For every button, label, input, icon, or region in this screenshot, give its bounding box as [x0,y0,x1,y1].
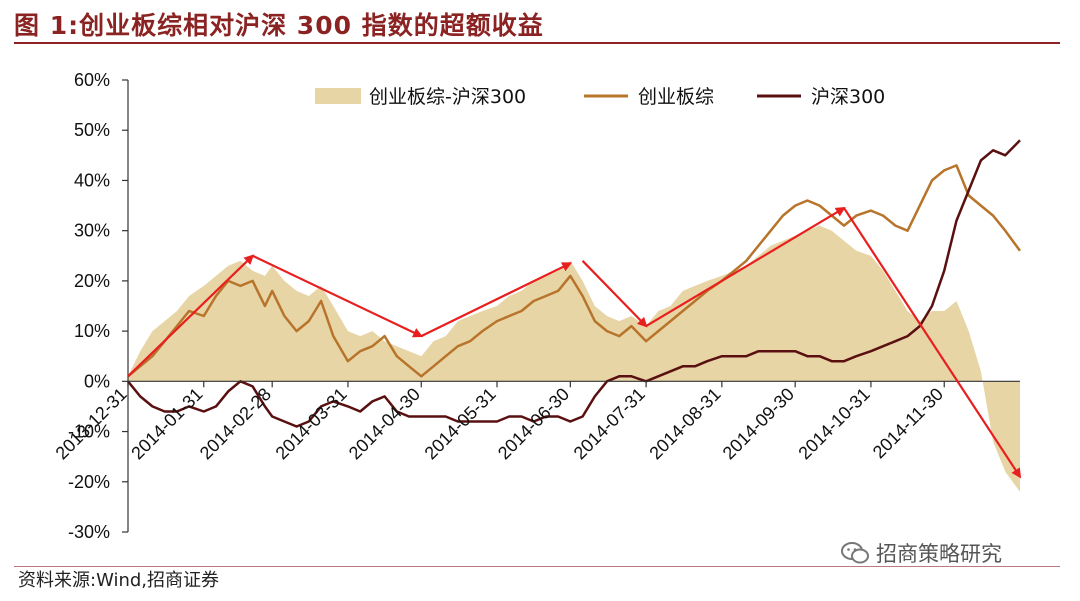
x-axis-ticks: 2013-12-312014-01-312014-02-282014-03-31… [52,381,947,463]
legend-label-2: 沪深300 [811,86,885,108]
legend-label-1: 创业板综 [638,86,714,108]
trend-arrow-5 [843,207,1022,479]
y-tick-label: 50% [74,120,110,140]
x-tick-label: 2014-11-30 [869,384,947,462]
line-series-layer [127,139,1022,428]
legend-swatch-area [315,88,361,104]
y-tick-label: 40% [74,170,110,190]
x-tick-label: 2014-07-31 [570,384,649,463]
trend-arrow-2 [420,262,573,338]
source-rule [14,566,1060,567]
legend: 创业板综-沪深300 创业板综 沪深300 [315,86,885,108]
wechat-icon [841,542,869,564]
x-tick-label: 2014-09-30 [719,384,798,463]
y-tick-label: -30% [68,522,110,542]
series-line-2 [127,139,1021,428]
series-line-1 [127,164,1022,378]
trend-arrow-4 [645,207,846,328]
source-note: 资料来源:Wind,招商证券 [18,570,220,591]
x-tick-label: 2014-10-31 [795,384,874,463]
y-axis: 60% 50% 40% 30% 20% 10% 0% -10% -20% -30% [68,70,1020,542]
watermark-text: 招商策略研究 [876,542,1002,566]
x-tick-label: 2014-06-30 [494,384,573,463]
area-series-layer [128,225,1020,492]
y-tick-label: 20% [74,271,110,291]
chart-title: 图 1:创业板综相对沪深 300 指数的超额收益 [14,11,544,40]
x-tick-label: 2013-12-31 [52,384,131,463]
y-tick-label: 60% [74,70,110,90]
x-tick-label: 2014-03-31 [272,384,351,463]
y-tick-label: 30% [74,221,110,241]
trend-arrow-3 [581,260,648,328]
x-tick-label: 2014-05-31 [421,384,500,463]
x-tick-label: 2014-08-31 [645,384,724,463]
legend-label-0: 创业板综-沪深300 [369,86,526,108]
y-tick-label: 10% [74,321,110,341]
y-tick-label: -10% [68,422,110,442]
series-area-0 [128,225,1020,492]
trend-arrow-1 [252,254,424,338]
y-tick-label: 0% [84,371,110,391]
watermark: 招商策略研究 [840,538,1002,568]
title-rule [14,42,1060,44]
trend-arrow-0 [127,254,255,378]
trend-arrows-layer [127,207,1022,479]
x-tick-label: 2014-02-28 [196,384,275,463]
y-tick-label: -20% [68,472,110,492]
